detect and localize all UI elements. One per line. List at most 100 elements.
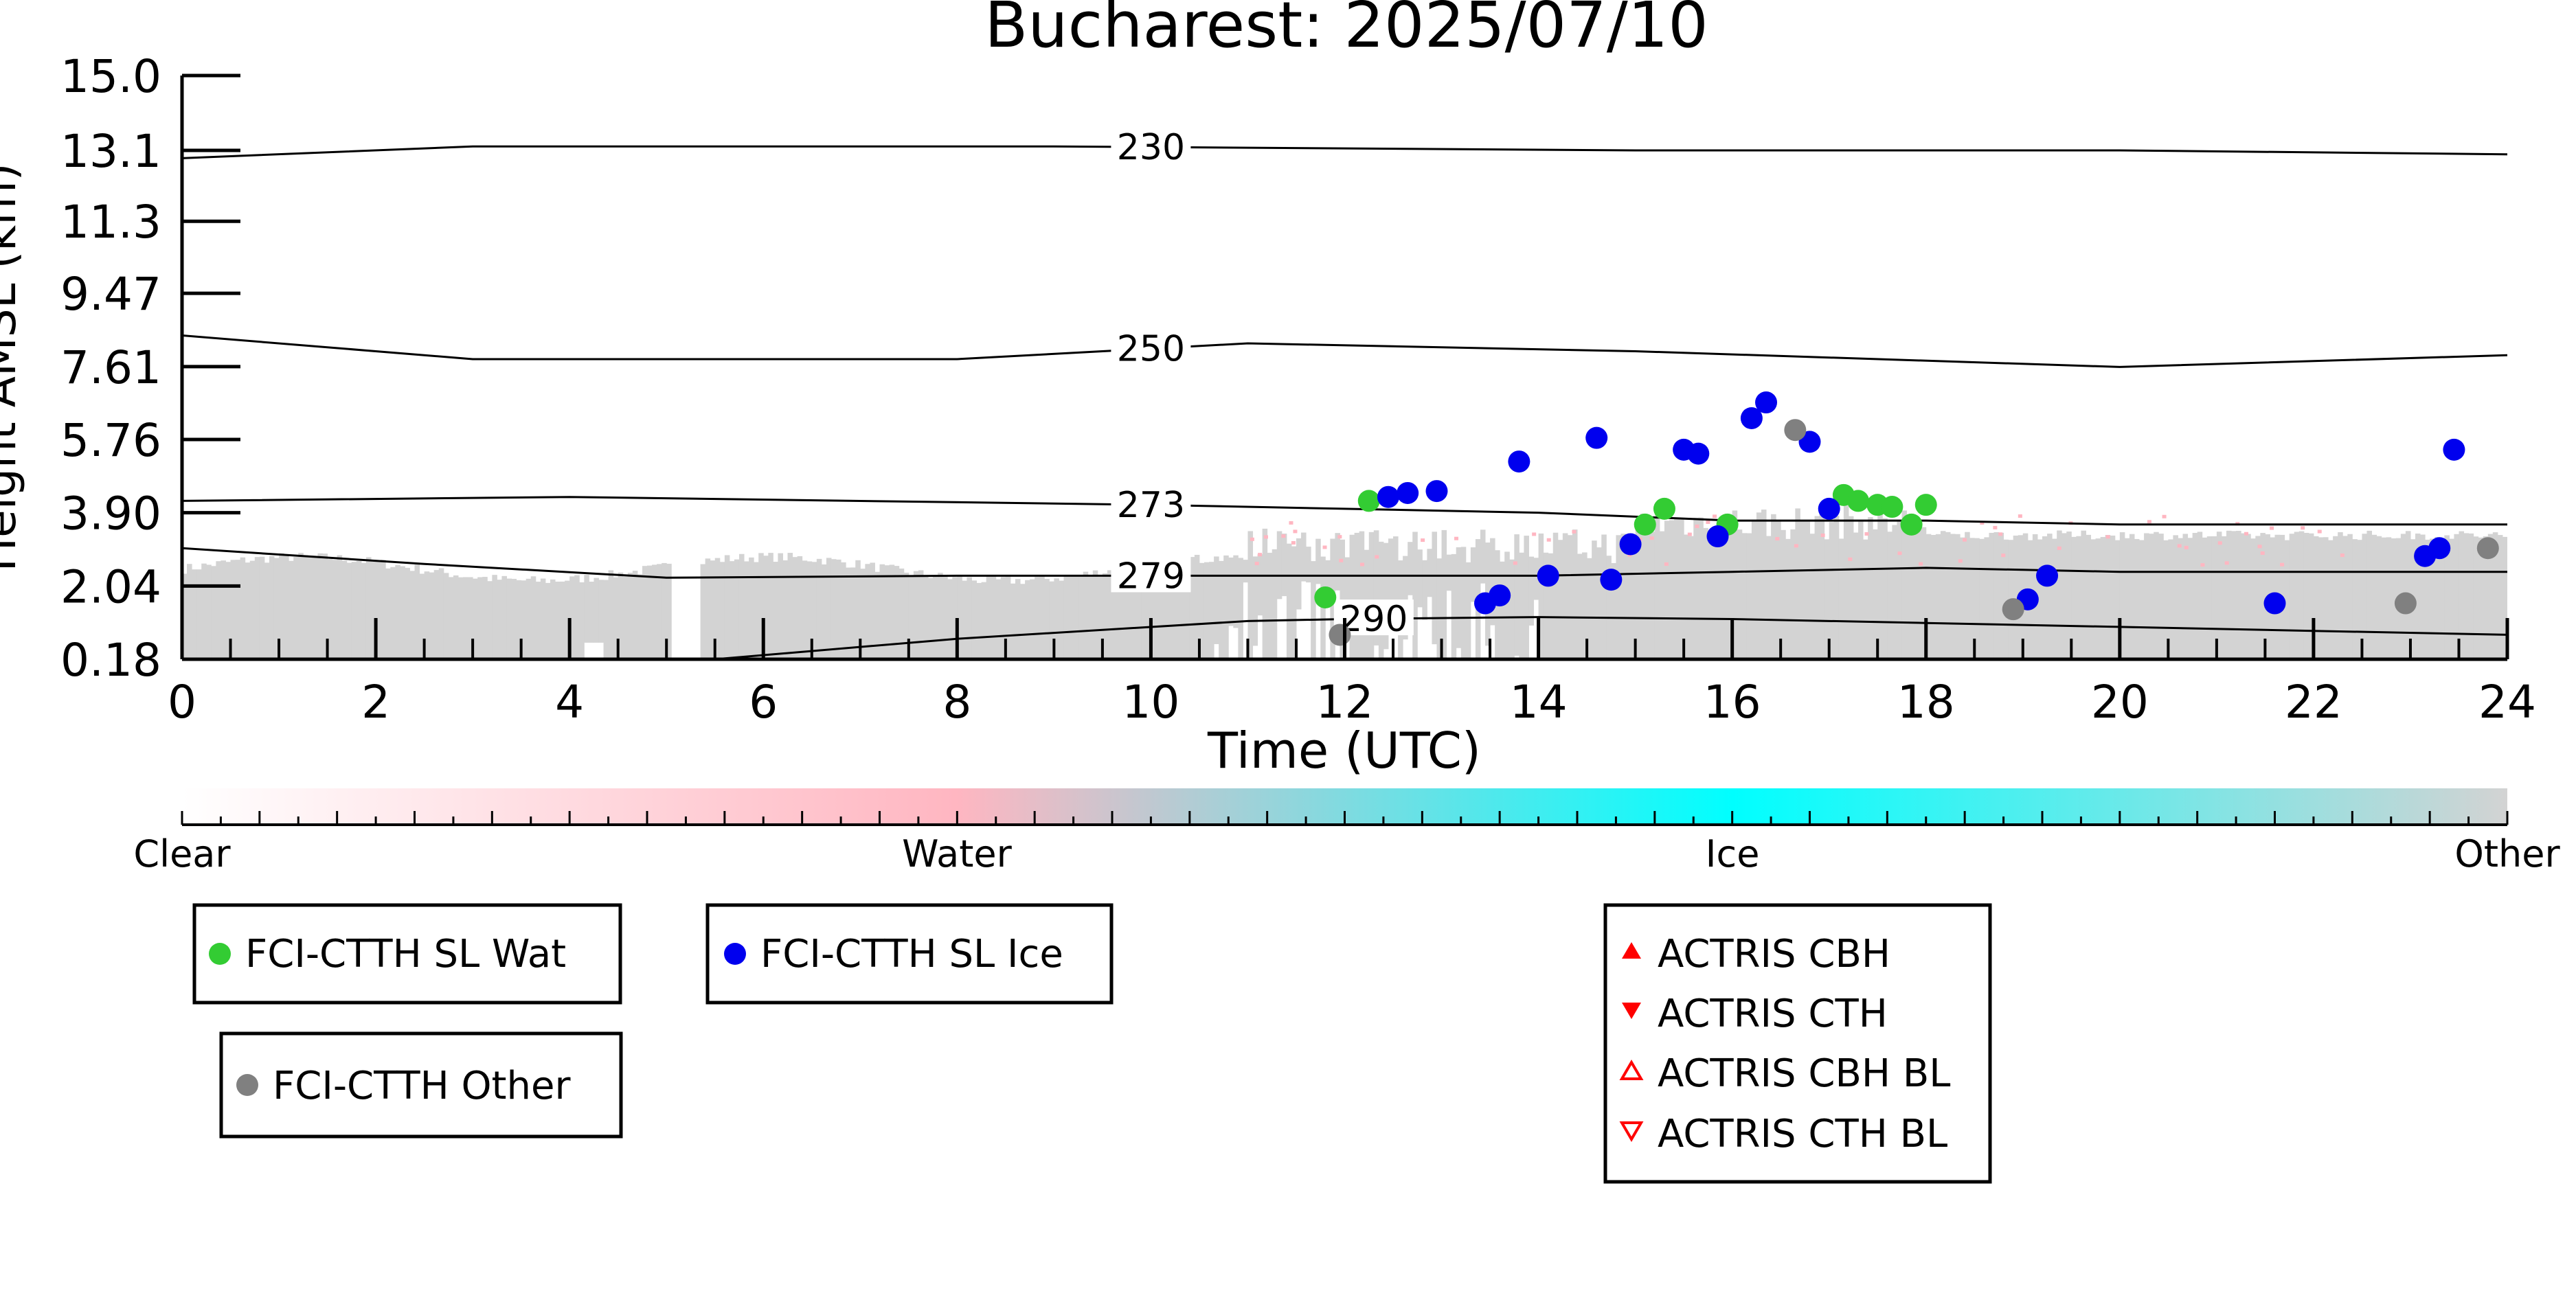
legend-ice-label: FCI-CTTH SL Ice — [760, 932, 1063, 976]
point-series-1 — [1537, 564, 1559, 587]
curtain-column — [957, 576, 962, 659]
curtain-column — [734, 559, 740, 659]
curtain-column — [545, 582, 551, 659]
curtain-column — [206, 564, 212, 659]
legend-ice-marker — [724, 943, 746, 965]
water-speckle — [1281, 534, 1286, 538]
curtain-column — [1993, 532, 2000, 659]
curtain-column — [1543, 552, 1549, 659]
curtain-column — [947, 579, 953, 659]
water-speckle — [1649, 536, 1654, 540]
curtain-column — [2168, 539, 2173, 659]
curtain-column — [2192, 533, 2198, 659]
point-series-0 — [1881, 496, 1903, 518]
curtain-column — [1858, 520, 1864, 659]
curtain-column — [2425, 539, 2430, 659]
curtain-column — [1771, 514, 1776, 659]
curtain-column — [1436, 558, 1443, 659]
curtain-column — [1500, 561, 1505, 659]
curtain-column — [1819, 506, 1825, 659]
curtain-column — [1693, 518, 1699, 659]
curtain-column — [1940, 531, 1946, 659]
curtain-column — [453, 575, 459, 659]
curtain-column — [1548, 553, 1554, 659]
y-tick-label: 15.0 — [60, 50, 161, 103]
curtain-column — [1122, 570, 1127, 659]
curtain-column — [1465, 562, 1471, 659]
curtain-column — [1315, 538, 1321, 584]
curtain-column — [1640, 514, 1646, 659]
legend-actris-cbh-label: ACTRIS CBH — [1658, 932, 1890, 976]
curtain-column — [2061, 533, 2067, 659]
curtain-column — [2241, 533, 2246, 659]
point-series-1 — [2036, 564, 2059, 587]
curtain-column — [289, 560, 294, 659]
curtain-column — [1117, 567, 1122, 659]
water-speckle — [1572, 529, 1577, 534]
curtain-column — [1703, 527, 1708, 659]
curtain-column — [2298, 531, 2305, 659]
curtain-column — [1785, 538, 1791, 659]
curtain-column — [506, 578, 512, 659]
curtain-column — [1039, 575, 1045, 659]
contour-label: 273 — [1117, 485, 1185, 526]
curtain-column — [952, 577, 958, 659]
curtain-column — [1877, 507, 1883, 659]
curtain-column — [1674, 518, 1680, 659]
curtain-column — [1490, 538, 1495, 626]
curtain-column — [1306, 547, 1311, 583]
curtain-column — [1557, 540, 1563, 659]
curtain-column — [2362, 534, 2367, 659]
x-tick-label: 2 — [361, 676, 390, 729]
water-speckle — [2177, 544, 2182, 548]
curtain-column — [2149, 534, 2154, 659]
curtain-column — [182, 573, 188, 659]
curtain-column — [657, 564, 662, 659]
curtain-column — [647, 565, 653, 659]
curtain-column — [1112, 573, 1118, 659]
curtain-column — [2255, 536, 2261, 659]
curtain-column — [2231, 531, 2237, 659]
curtain-column — [1766, 536, 1772, 659]
curtain-column — [1078, 575, 1084, 659]
curtain-column — [516, 580, 522, 659]
curtain-column — [2182, 534, 2189, 659]
curtain-column — [1587, 558, 1592, 659]
water-speckle — [1687, 532, 1692, 536]
curtain-column — [981, 582, 987, 659]
curtain-column — [1688, 536, 1694, 659]
water-speckle — [1293, 529, 1298, 534]
curtain-column — [1301, 532, 1307, 582]
curtain-column — [778, 553, 783, 659]
water-speckle — [2270, 526, 2274, 530]
curtain-column — [811, 562, 817, 659]
curtain-column — [395, 564, 400, 659]
legend-other: FCI-CTTH Other — [219, 1031, 623, 1139]
curtain-column — [1916, 529, 1922, 659]
curtain-column — [1422, 560, 1427, 620]
curtain-column — [744, 561, 749, 659]
curtain-column — [308, 556, 313, 659]
contour-230 — [182, 145, 2507, 159]
curtain-column — [594, 578, 599, 643]
contour-250 — [182, 334, 2507, 368]
curtain-column — [1247, 531, 1254, 659]
curtain-column — [1005, 576, 1011, 659]
curtain-column — [1267, 552, 1273, 659]
curtain-column — [1713, 538, 1719, 659]
water-speckle — [2001, 553, 2006, 558]
contour-label-bg — [1111, 128, 1191, 164]
curtain-column — [1204, 562, 1210, 659]
curtain-column — [2202, 537, 2208, 659]
curtain-column — [201, 563, 207, 659]
water-speckle — [1546, 538, 1551, 542]
point-series-0 — [1900, 513, 1923, 536]
curtain-column — [317, 553, 324, 659]
curtain-column — [526, 578, 532, 659]
point-series-1 — [2443, 438, 2465, 461]
water-speckle — [1337, 535, 1342, 539]
curtain-column — [1654, 512, 1660, 659]
curtain-column — [1296, 538, 1302, 610]
water-speckle — [2162, 514, 2167, 518]
